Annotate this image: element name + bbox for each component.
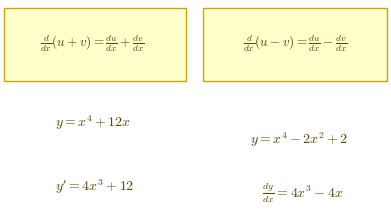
Text: $y' = 4x^3 + 12$: $y' = 4x^3 + 12$ [55,178,134,196]
Text: $y = x^4 + 12x$: $y = x^4 + 12x$ [55,113,131,132]
FancyBboxPatch shape [4,8,186,81]
Text: $\frac{dy}{dx} = 4x^3 - 4x$: $\frac{dy}{dx} = 4x^3 - 4x$ [262,182,343,205]
Text: $\frac{d}{dx}(u-v)=\frac{du}{dx}-\frac{dv}{dx}$: $\frac{d}{dx}(u-v)=\frac{du}{dx}-\frac{d… [243,34,347,54]
Text: $y = x^4 - 2x^2 + 2$: $y = x^4 - 2x^2 + 2$ [250,131,348,149]
Text: $\frac{d}{dx}(u+v)=\frac{du}{dx}+\frac{dv}{dx}$: $\frac{d}{dx}(u+v)=\frac{du}{dx}+\frac{d… [41,34,145,54]
FancyBboxPatch shape [203,8,387,81]
